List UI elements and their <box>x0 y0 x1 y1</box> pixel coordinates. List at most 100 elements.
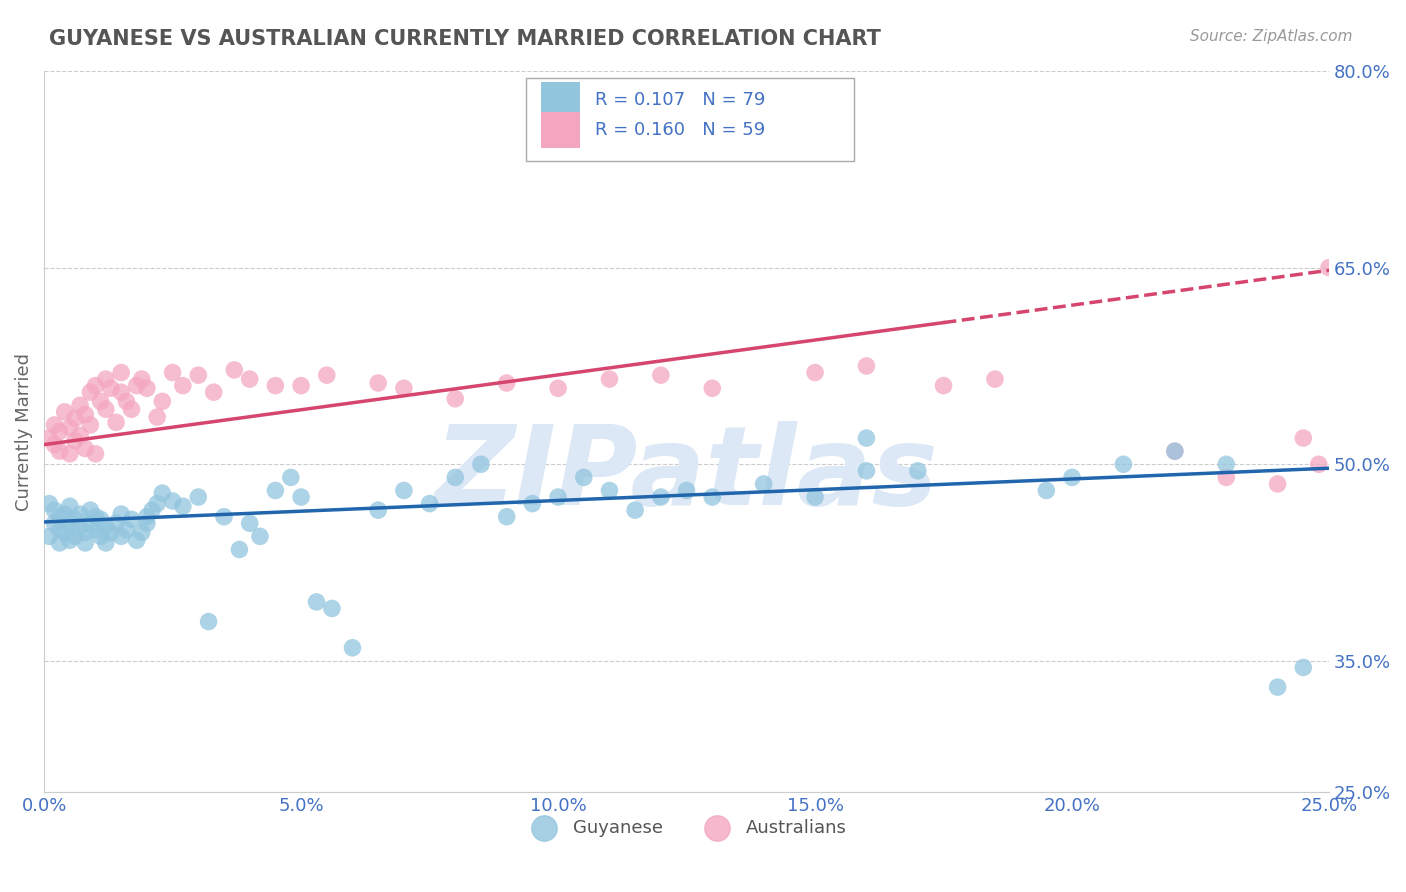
Point <box>59 420 82 434</box>
FancyBboxPatch shape <box>541 112 579 148</box>
Point <box>547 490 569 504</box>
Point <box>162 494 184 508</box>
Point <box>59 447 82 461</box>
Point <box>53 507 76 521</box>
Point <box>59 500 82 514</box>
Point <box>228 542 250 557</box>
Point <box>804 366 827 380</box>
FancyBboxPatch shape <box>541 82 579 118</box>
Point <box>1317 260 1340 275</box>
Point <box>131 372 153 386</box>
Point <box>90 529 112 543</box>
Point <box>1292 660 1315 674</box>
Point <box>315 368 337 383</box>
Point <box>69 428 91 442</box>
Point <box>804 490 827 504</box>
Point <box>100 525 122 540</box>
Legend: Guyanese, Australians: Guyanese, Australians <box>519 812 855 844</box>
Point <box>907 464 929 478</box>
Point <box>932 378 955 392</box>
Point <box>110 529 132 543</box>
Point <box>69 398 91 412</box>
Point <box>249 529 271 543</box>
Point <box>650 490 672 504</box>
Point <box>100 381 122 395</box>
Point <box>202 385 225 400</box>
Point <box>239 372 262 386</box>
Point <box>752 477 775 491</box>
Point <box>94 520 117 534</box>
Point <box>75 536 97 550</box>
Point <box>131 525 153 540</box>
Point <box>495 509 517 524</box>
Point <box>110 385 132 400</box>
Point <box>63 529 86 543</box>
Point <box>702 381 724 395</box>
Point <box>141 503 163 517</box>
Point <box>187 490 209 504</box>
Point <box>75 442 97 456</box>
Point <box>69 520 91 534</box>
Point <box>79 516 101 531</box>
Point <box>675 483 697 498</box>
Text: GUYANESE VS AUSTRALIAN CURRENTLY MARRIED CORRELATION CHART: GUYANESE VS AUSTRALIAN CURRENTLY MARRIED… <box>49 29 882 48</box>
Point <box>290 378 312 392</box>
Point <box>212 509 235 524</box>
Point <box>650 368 672 383</box>
Point <box>105 516 128 531</box>
Point <box>84 378 107 392</box>
Point <box>598 372 620 386</box>
Point <box>702 490 724 504</box>
Point <box>290 490 312 504</box>
Point <box>84 509 107 524</box>
Point <box>135 381 157 395</box>
Point <box>110 366 132 380</box>
Point <box>38 431 60 445</box>
Point <box>419 497 441 511</box>
Point <box>115 523 138 537</box>
Point <box>63 411 86 425</box>
Point <box>94 536 117 550</box>
Point <box>342 640 364 655</box>
Y-axis label: Currently Married: Currently Married <box>15 352 32 510</box>
Point <box>150 486 173 500</box>
Point <box>239 516 262 531</box>
Text: R = 0.107   N = 79: R = 0.107 N = 79 <box>595 91 766 109</box>
Point <box>79 417 101 432</box>
Point <box>1292 431 1315 445</box>
Point <box>63 434 86 448</box>
Point <box>53 405 76 419</box>
Point <box>121 512 143 526</box>
Point <box>38 497 60 511</box>
Point <box>115 394 138 409</box>
Point <box>48 425 70 439</box>
Point <box>444 470 467 484</box>
Point <box>38 529 60 543</box>
Point <box>90 512 112 526</box>
Point <box>392 381 415 395</box>
Point <box>321 601 343 615</box>
Point <box>1215 470 1237 484</box>
Point <box>392 483 415 498</box>
Point <box>69 507 91 521</box>
Point <box>121 402 143 417</box>
Point <box>79 385 101 400</box>
Point <box>84 523 107 537</box>
Text: ZIPatlas: ZIPatlas <box>434 421 938 528</box>
Point <box>146 497 169 511</box>
Point <box>855 431 877 445</box>
Point <box>162 366 184 380</box>
Point <box>150 394 173 409</box>
Point <box>1060 470 1083 484</box>
Point <box>146 410 169 425</box>
Point <box>187 368 209 383</box>
Point <box>63 512 86 526</box>
Point <box>172 500 194 514</box>
FancyBboxPatch shape <box>526 78 853 161</box>
Point <box>547 381 569 395</box>
Point <box>1035 483 1057 498</box>
Point <box>522 497 544 511</box>
Point <box>94 402 117 417</box>
Point <box>48 444 70 458</box>
Point <box>280 470 302 484</box>
